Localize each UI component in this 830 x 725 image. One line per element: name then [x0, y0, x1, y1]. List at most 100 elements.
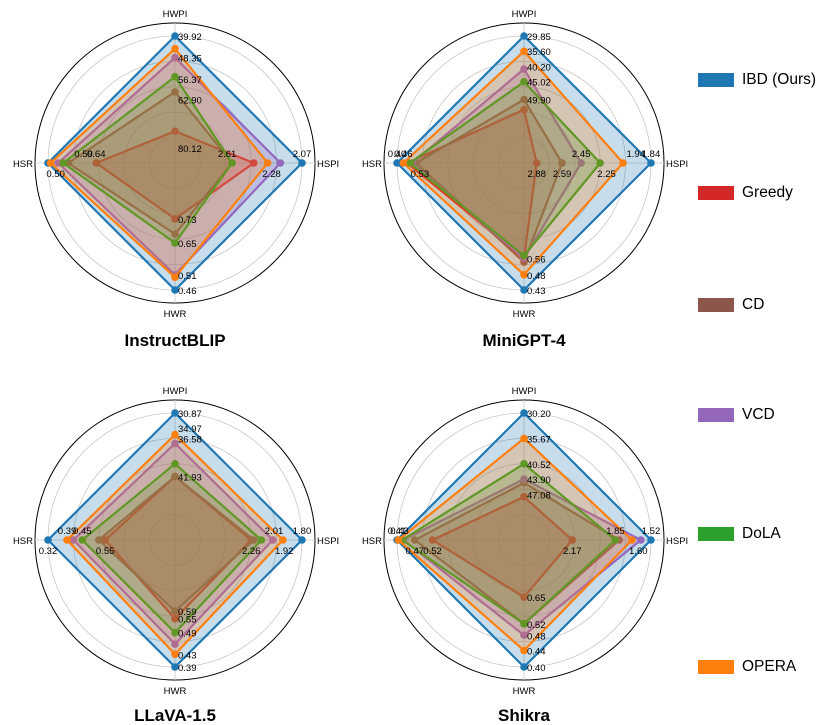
data-point-ibd-ours-hsr: [44, 536, 52, 544]
data-point-vcd-hspi: [276, 159, 285, 167]
value-label-hspi: 2.01: [265, 526, 284, 537]
legend-item-dola: DoLA: [698, 525, 781, 543]
value-label-hwpi: 48.35: [178, 54, 202, 65]
data-point-cd-hwr: [171, 230, 179, 238]
legend-label-opera: OPERA: [742, 658, 797, 675]
legend: IBD (Ours) Greedy CD VCD DoLA OPERA: [698, 0, 830, 725]
value-label-hwr: 0.52: [527, 620, 546, 631]
value-label-hsr: 0.39: [58, 526, 77, 537]
data-point-opera-hspi: [263, 159, 272, 167]
data-point-greedy-hwr: [171, 215, 179, 223]
value-label-hwr: 0.39: [178, 663, 197, 674]
value-label-hwpi: 29.85: [527, 32, 551, 43]
axis-label-hwr: HWR: [164, 309, 187, 320]
value-label-hspi: 1.80: [293, 526, 312, 537]
value-label-hwpi: 35.60: [527, 47, 551, 58]
data-point-opera-hwpi: [171, 44, 179, 53]
radar-chart-instructblip: HWPI HSPI HWR HSR 39.92 48.35 56.37 62.90 80.12 2…: [13, 9, 339, 350]
data-point-vcd-hspi: [268, 536, 277, 544]
data-point-greedy-hwpi: [520, 105, 528, 114]
legend-swatch-opera: [698, 660, 734, 674]
value-label-hwpi: 30.20: [527, 409, 551, 420]
data-point-dola-hwr: [520, 620, 528, 628]
series-area-opera: [402, 50, 625, 276]
data-point-cd-hwpi: [171, 88, 179, 96]
data-point-opera-hspi: [628, 536, 636, 544]
data-point-opera-hwpi: [520, 47, 528, 56]
value-label-hwr: 0.73: [178, 215, 197, 226]
data-point-opera-hwr: [171, 650, 179, 659]
data-point-ibd-ours-hspi: [647, 159, 655, 167]
data-point-greedy-hwr: [520, 593, 528, 601]
value-label-hwr: 0.43: [527, 286, 546, 297]
value-label-hsr: 0.45: [73, 526, 92, 537]
data-point-vcd-hwr: [171, 640, 179, 648]
data-point-ibd-ours-hspi: [298, 536, 306, 544]
axis-label-hspi: HSPI: [666, 536, 688, 547]
value-label-hwpi: 49.90: [527, 96, 551, 107]
value-label-hwpi: 80.12: [178, 144, 202, 155]
legend-item-greedy: Greedy: [698, 184, 793, 202]
data-point-cd-hsr: [410, 536, 419, 544]
value-label-hwr: 0.51: [178, 271, 197, 282]
data-point-greedy-hspi: [568, 536, 577, 544]
value-label-hwpi: 41.93: [178, 473, 202, 484]
data-point-dola-hsr: [405, 159, 414, 167]
legend-item-opera: OPERA: [698, 658, 796, 676]
value-label-hspi: 1.94: [627, 149, 646, 160]
chart-title-shikra: Shikra: [498, 706, 551, 725]
data-point-ibd-ours-hspi: [647, 536, 655, 544]
data-point-ibd-ours-hspi: [298, 159, 306, 167]
legend-swatch-ibd: [698, 73, 734, 87]
axis-label-hsr: HSR: [13, 536, 33, 547]
radar-chart-shikra: HWPI HSPI HWR HSR 30.20 35.67 40.52 43.90 47.08 1…: [362, 386, 688, 725]
value-label-hwpi: 62.90: [178, 96, 202, 107]
axis-label-hwr: HWR: [164, 686, 187, 697]
data-point-greedy-hwpi: [171, 127, 179, 136]
value-label-hsr: 0.64: [87, 149, 106, 160]
data-point-ibd-ours-hwr: [520, 663, 528, 671]
legend-swatch-vcd: [698, 408, 734, 422]
value-label-hwpi: 36.58: [178, 434, 202, 445]
data-point-cd-hwpi: [520, 95, 528, 104]
value-label-hspi: 2.07: [293, 149, 312, 160]
value-label-hsr: 0.43: [390, 526, 409, 537]
value-label-hspi: 1.60: [629, 546, 648, 557]
data-point-vcd-hwpi: [520, 65, 528, 73]
data-point-dola-hwr: [171, 628, 179, 637]
value-label-hspi: 2.61: [218, 149, 237, 160]
data-point-ibd-ours-hsr: [393, 159, 401, 167]
axis-label-hsr: HSR: [362, 536, 382, 547]
axis-label-hwpi: HWPI: [512, 9, 537, 20]
data-point-vcd-hsr: [69, 536, 78, 544]
data-point-opera-hsr: [63, 536, 71, 544]
series-area-opera: [65, 433, 285, 656]
value-label-hwpi: 35.67: [527, 434, 551, 445]
series-area-opera: [397, 437, 634, 652]
data-point-cd-hsr: [95, 536, 103, 544]
data-point-dola-hwpi: [171, 460, 179, 468]
data-point-ibd-ours-hwpi: [171, 32, 179, 40]
data-point-cd-hspi: [558, 159, 566, 167]
data-point-dola-hsr: [59, 159, 68, 167]
data-point-greedy-hspi: [249, 159, 258, 167]
axis-label-hwr: HWR: [513, 309, 536, 320]
value-label-hsr: 0.53: [411, 169, 430, 180]
data-point-vcd-hwpi: [520, 475, 528, 483]
value-label-hwr: 0.43: [178, 650, 197, 661]
value-label-hwpi: 56.37: [178, 75, 202, 86]
data-point-dola-hwpi: [520, 460, 528, 468]
value-label-hsr: 0.50: [46, 169, 65, 180]
axis-label-hwpi: HWPI: [163, 386, 188, 397]
legend-label-ibd: IBD (Ours): [742, 71, 817, 88]
value-label-hspi: 2.17: [563, 546, 582, 557]
value-label-hwpi: 39.92: [178, 32, 202, 43]
value-label-hwr: 0.56: [527, 254, 546, 265]
data-point-dola-hwr: [520, 251, 528, 260]
value-label-hwpi: 34.97: [178, 424, 202, 435]
value-label-hwr: 0.46: [178, 286, 197, 297]
data-point-dola-hsr: [78, 536, 87, 544]
data-point-ibd-ours-hwpi: [520, 32, 528, 40]
value-label-hwpi: 30.87: [178, 409, 202, 420]
data-point-opera-hsr: [46, 159, 55, 167]
